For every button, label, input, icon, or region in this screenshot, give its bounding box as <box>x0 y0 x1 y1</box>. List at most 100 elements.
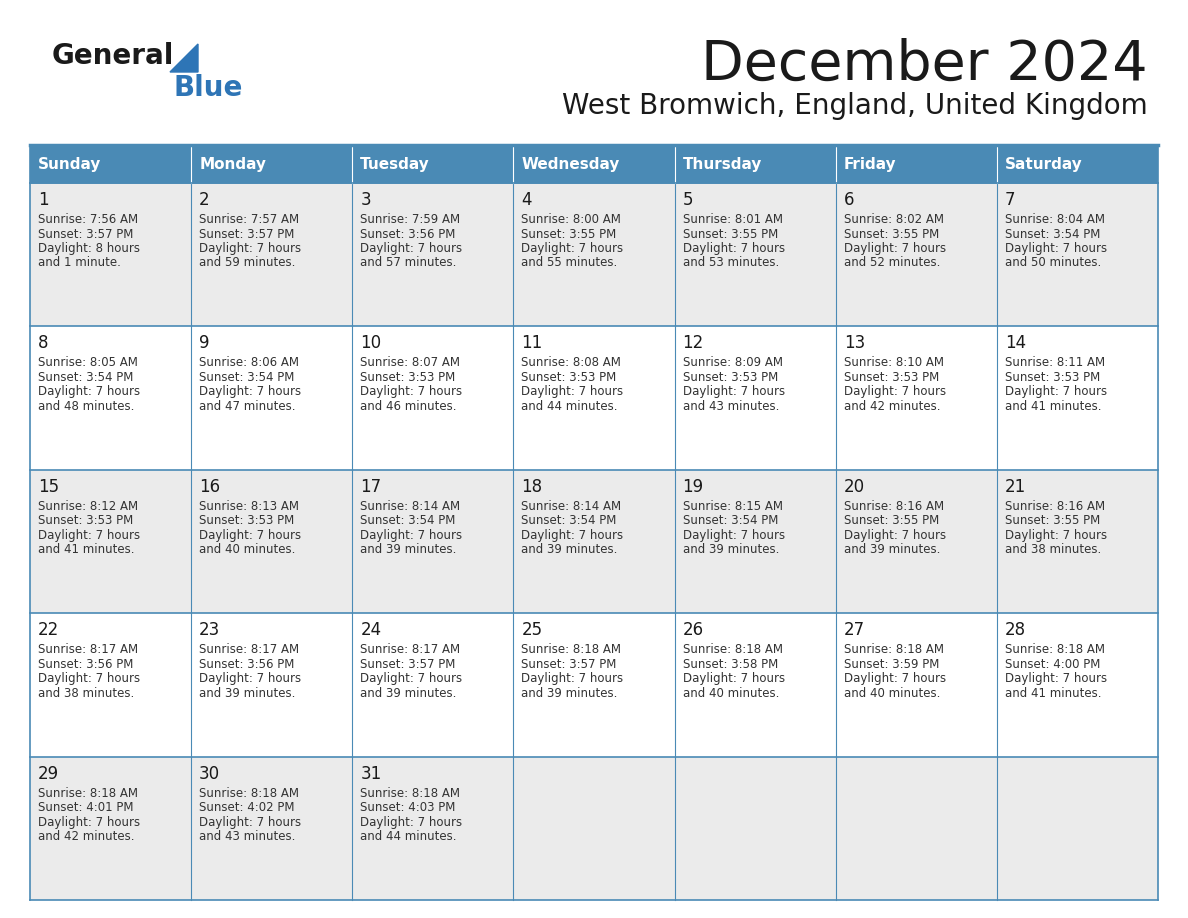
Text: 19: 19 <box>683 477 703 496</box>
Text: 15: 15 <box>38 477 59 496</box>
Text: Sunrise: 8:08 AM: Sunrise: 8:08 AM <box>522 356 621 369</box>
Text: Sunset: 3:53 PM: Sunset: 3:53 PM <box>1005 371 1100 384</box>
Text: Sunrise: 8:18 AM: Sunrise: 8:18 AM <box>200 787 299 800</box>
Text: Daylight: 7 hours: Daylight: 7 hours <box>38 386 140 398</box>
Text: 24: 24 <box>360 621 381 639</box>
Text: Sunset: 3:55 PM: Sunset: 3:55 PM <box>683 228 778 241</box>
Text: Sunrise: 8:14 AM: Sunrise: 8:14 AM <box>360 499 461 513</box>
Text: Sunrise: 8:13 AM: Sunrise: 8:13 AM <box>200 499 299 513</box>
Text: Daylight: 7 hours: Daylight: 7 hours <box>200 815 302 829</box>
Text: and 41 minutes.: and 41 minutes. <box>1005 400 1101 413</box>
Text: Sunset: 3:54 PM: Sunset: 3:54 PM <box>38 371 133 384</box>
Text: Sunset: 4:01 PM: Sunset: 4:01 PM <box>38 801 133 814</box>
Text: Daylight: 7 hours: Daylight: 7 hours <box>843 386 946 398</box>
Bar <box>30 183 1158 327</box>
Text: 31: 31 <box>360 765 381 783</box>
Text: Sunset: 3:57 PM: Sunset: 3:57 PM <box>360 657 456 671</box>
Text: Sunrise: 8:06 AM: Sunrise: 8:06 AM <box>200 356 299 369</box>
Text: Sunset: 3:56 PM: Sunset: 3:56 PM <box>200 657 295 671</box>
Text: 25: 25 <box>522 621 543 639</box>
Text: Daylight: 7 hours: Daylight: 7 hours <box>1005 672 1107 685</box>
Text: Daylight: 7 hours: Daylight: 7 hours <box>522 242 624 255</box>
Text: and 59 minutes.: and 59 minutes. <box>200 256 296 270</box>
Text: Sunrise: 8:17 AM: Sunrise: 8:17 AM <box>200 644 299 656</box>
Text: Sunrise: 8:09 AM: Sunrise: 8:09 AM <box>683 356 783 369</box>
Text: and 43 minutes.: and 43 minutes. <box>200 830 296 843</box>
Text: Sunset: 3:56 PM: Sunset: 3:56 PM <box>38 657 133 671</box>
Text: and 39 minutes.: and 39 minutes. <box>522 687 618 700</box>
Bar <box>30 756 1158 900</box>
Text: Sunset: 3:58 PM: Sunset: 3:58 PM <box>683 657 778 671</box>
Text: Daylight: 7 hours: Daylight: 7 hours <box>200 529 302 542</box>
Text: Monday: Monday <box>200 156 266 172</box>
Text: Sunrise: 8:05 AM: Sunrise: 8:05 AM <box>38 356 138 369</box>
Text: Daylight: 7 hours: Daylight: 7 hours <box>1005 242 1107 255</box>
Text: 10: 10 <box>360 334 381 353</box>
Text: and 41 minutes.: and 41 minutes. <box>38 543 134 556</box>
Text: 18: 18 <box>522 477 543 496</box>
Text: and 57 minutes.: and 57 minutes. <box>360 256 456 270</box>
Text: General: General <box>52 42 175 70</box>
Text: 7: 7 <box>1005 191 1016 209</box>
Text: and 1 minute.: and 1 minute. <box>38 256 121 270</box>
Text: Sunrise: 8:07 AM: Sunrise: 8:07 AM <box>360 356 460 369</box>
Text: and 46 minutes.: and 46 minutes. <box>360 400 456 413</box>
Text: and 55 minutes.: and 55 minutes. <box>522 256 618 270</box>
Text: Sunrise: 8:00 AM: Sunrise: 8:00 AM <box>522 213 621 226</box>
Text: Daylight: 7 hours: Daylight: 7 hours <box>522 529 624 542</box>
Text: Sunset: 3:59 PM: Sunset: 3:59 PM <box>843 657 939 671</box>
Text: and 43 minutes.: and 43 minutes. <box>683 400 779 413</box>
Text: Sunrise: 8:18 AM: Sunrise: 8:18 AM <box>360 787 460 800</box>
Text: Daylight: 7 hours: Daylight: 7 hours <box>683 529 785 542</box>
Text: and 39 minutes.: and 39 minutes. <box>843 543 940 556</box>
Text: and 44 minutes.: and 44 minutes. <box>522 400 618 413</box>
Text: Sunrise: 8:17 AM: Sunrise: 8:17 AM <box>360 644 461 656</box>
Text: 2: 2 <box>200 191 210 209</box>
Text: and 39 minutes.: and 39 minutes. <box>522 543 618 556</box>
Text: Sunset: 3:54 PM: Sunset: 3:54 PM <box>360 514 456 527</box>
Text: Sunset: 3:53 PM: Sunset: 3:53 PM <box>843 371 939 384</box>
Text: and 42 minutes.: and 42 minutes. <box>38 830 134 843</box>
Text: Sunset: 4:00 PM: Sunset: 4:00 PM <box>1005 657 1100 671</box>
Text: Daylight: 7 hours: Daylight: 7 hours <box>1005 529 1107 542</box>
Text: Daylight: 7 hours: Daylight: 7 hours <box>360 242 462 255</box>
Text: Sunset: 4:03 PM: Sunset: 4:03 PM <box>360 801 456 814</box>
Text: Sunrise: 7:59 AM: Sunrise: 7:59 AM <box>360 213 461 226</box>
Text: Sunrise: 8:14 AM: Sunrise: 8:14 AM <box>522 499 621 513</box>
Text: Sunrise: 8:02 AM: Sunrise: 8:02 AM <box>843 213 943 226</box>
Text: 22: 22 <box>38 621 59 639</box>
Text: Sunset: 3:55 PM: Sunset: 3:55 PM <box>1005 514 1100 527</box>
Text: Daylight: 7 hours: Daylight: 7 hours <box>360 386 462 398</box>
Text: and 40 minutes.: and 40 minutes. <box>200 543 296 556</box>
Text: 9: 9 <box>200 334 209 353</box>
Text: Sunrise: 8:10 AM: Sunrise: 8:10 AM <box>843 356 943 369</box>
Text: and 42 minutes.: and 42 minutes. <box>843 400 940 413</box>
Text: Friday: Friday <box>843 156 896 172</box>
Text: Daylight: 7 hours: Daylight: 7 hours <box>38 672 140 685</box>
Bar <box>30 145 1158 183</box>
Polygon shape <box>170 44 198 72</box>
Text: 5: 5 <box>683 191 693 209</box>
Text: December 2024: December 2024 <box>701 38 1148 92</box>
Text: Sunset: 3:54 PM: Sunset: 3:54 PM <box>200 371 295 384</box>
Text: 27: 27 <box>843 621 865 639</box>
Text: 20: 20 <box>843 477 865 496</box>
Text: 23: 23 <box>200 621 221 639</box>
Text: 30: 30 <box>200 765 220 783</box>
Text: Sunrise: 8:18 AM: Sunrise: 8:18 AM <box>38 787 138 800</box>
Text: and 38 minutes.: and 38 minutes. <box>1005 543 1101 556</box>
Text: Sunset: 3:57 PM: Sunset: 3:57 PM <box>522 657 617 671</box>
Text: 1: 1 <box>38 191 49 209</box>
Bar <box>30 613 1158 756</box>
Text: and 47 minutes.: and 47 minutes. <box>200 400 296 413</box>
Text: and 40 minutes.: and 40 minutes. <box>843 687 940 700</box>
Text: 14: 14 <box>1005 334 1026 353</box>
Text: Sunset: 3:53 PM: Sunset: 3:53 PM <box>683 371 778 384</box>
Text: Sunrise: 8:04 AM: Sunrise: 8:04 AM <box>1005 213 1105 226</box>
Text: 21: 21 <box>1005 477 1026 496</box>
Text: Sunrise: 7:57 AM: Sunrise: 7:57 AM <box>200 213 299 226</box>
Text: Sunset: 3:54 PM: Sunset: 3:54 PM <box>1005 228 1100 241</box>
Text: Daylight: 7 hours: Daylight: 7 hours <box>1005 386 1107 398</box>
Text: Sunset: 3:55 PM: Sunset: 3:55 PM <box>522 228 617 241</box>
Text: Daylight: 7 hours: Daylight: 7 hours <box>683 386 785 398</box>
